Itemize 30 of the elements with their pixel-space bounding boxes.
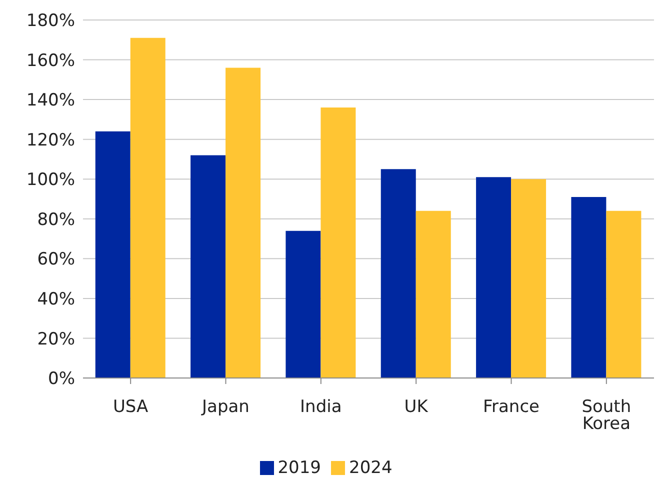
y-tick-label: 20% [37, 329, 75, 350]
y-tick-label: 160% [26, 50, 75, 71]
bar [320, 108, 356, 378]
y-tick-label: 100% [26, 170, 75, 190]
x-tick-label: UK [404, 397, 429, 418]
x-tick-label: USA [112, 397, 149, 418]
bar [606, 210, 642, 378]
bar [286, 230, 321, 378]
bar [571, 197, 606, 378]
y-tick-label: 140% [26, 90, 75, 111]
legend-label: 2019 [278, 458, 321, 478]
x-tick-label: India [300, 397, 342, 418]
y-tick-label: 180% [26, 11, 75, 32]
bar [130, 38, 166, 378]
bar [476, 177, 512, 378]
y-tick-label: 40% [37, 289, 75, 310]
bar [95, 131, 130, 378]
x-tick-label: Japan [201, 397, 250, 418]
x-tick-label: France [482, 397, 540, 418]
y-tick-label: 60% [37, 250, 75, 270]
y-tick-label: 0% [48, 369, 75, 390]
x-tick-label: South Korea [582, 397, 632, 434]
y-tick-label: 120% [26, 130, 75, 150]
y-tick-label: 80% [37, 210, 75, 230]
bar [416, 210, 451, 378]
bar [226, 68, 261, 378]
bar [511, 179, 546, 378]
bar [380, 169, 416, 378]
legend-label: 2024 [349, 458, 392, 478]
bar [190, 155, 226, 378]
